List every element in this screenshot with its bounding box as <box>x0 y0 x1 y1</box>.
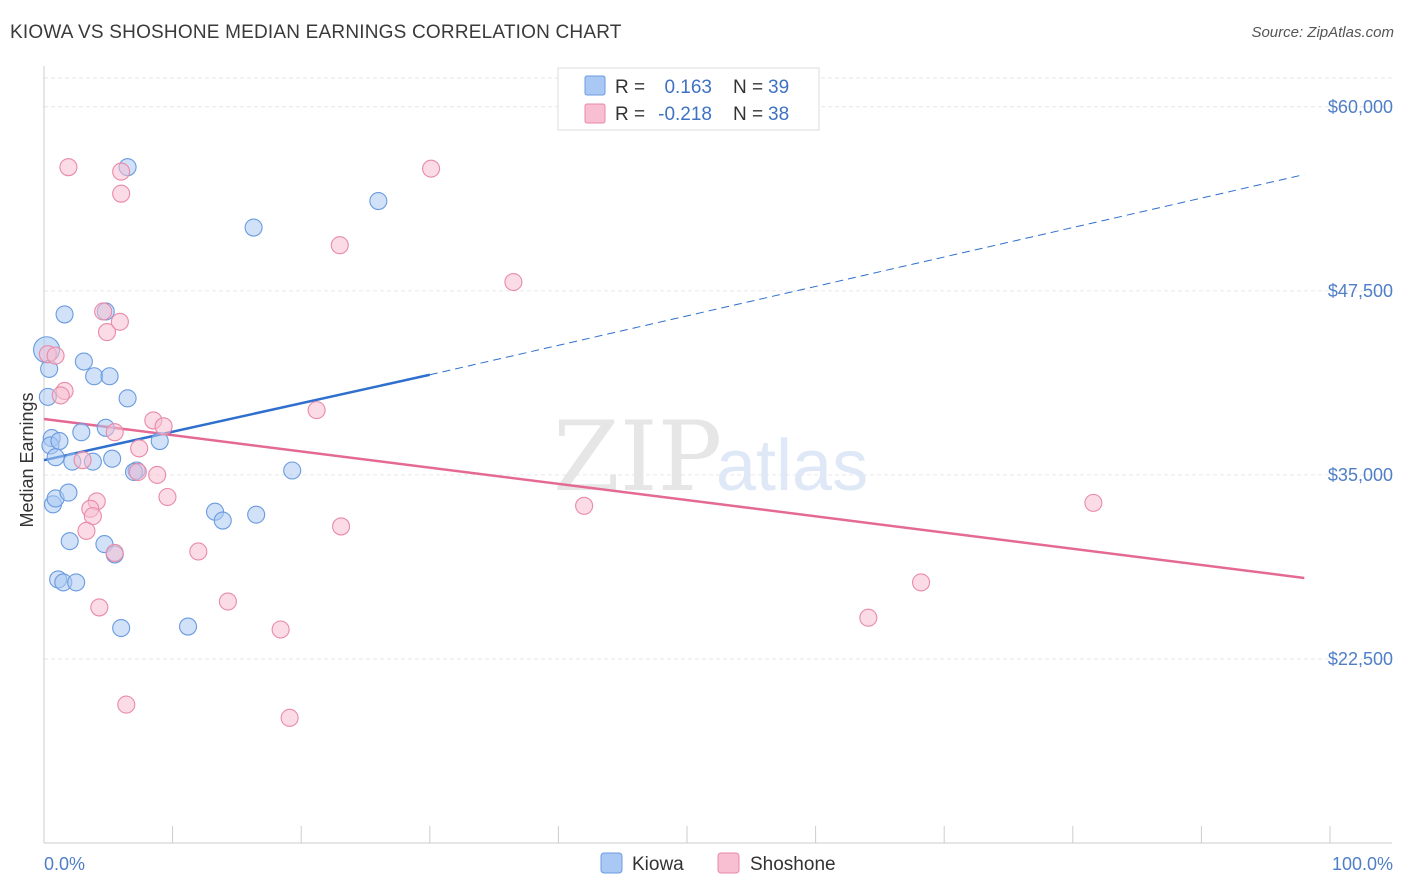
data-point-kiowa-14 <box>67 573 86 592</box>
legend-swatch-shoshone <box>584 103 606 124</box>
data-point-shoshone-12 <box>105 543 124 562</box>
data-point-kiowa-6 <box>46 448 65 467</box>
data-point-shoshone-16 <box>105 423 124 442</box>
data-point-shoshone-6 <box>110 312 129 331</box>
legend-n-value-kiowa: 39 <box>768 77 789 98</box>
legend-n-label-shoshone: N = <box>733 104 763 125</box>
data-point-shoshone-35 <box>1084 493 1103 512</box>
y-tick-label-0: $22,500 <box>1328 649 1393 669</box>
chart-title: KIOWA VS SHOSHONE MEDIAN EARNINGS CORREL… <box>10 22 622 43</box>
series-legend-swatch-kiowa <box>600 852 623 874</box>
watermark: ZIP atlas <box>553 401 868 513</box>
series-legend-label-shoshone: Shoshone <box>750 854 836 875</box>
data-point-kiowa-16 <box>74 352 93 371</box>
data-point-kiowa-20 <box>72 423 91 442</box>
axes <box>43 66 1392 844</box>
legend-r-value-kiowa: 0.163 <box>664 77 712 98</box>
data-point-shoshone-18 <box>158 487 177 507</box>
data-point-shoshone-25 <box>307 401 326 420</box>
data-point-shoshone-27 <box>59 158 78 177</box>
legend-n-label-kiowa: N = <box>733 77 763 98</box>
data-point-shoshone-15 <box>130 439 149 458</box>
data-point-kiowa-32 <box>247 505 266 524</box>
x-tick-label-1: 100.0% <box>1332 854 1393 874</box>
data-point-kiowa-23 <box>103 449 122 468</box>
data-point-kiowa-29 <box>178 617 198 636</box>
trend-line-shoshone <box>43 417 1305 580</box>
data-point-shoshone-23 <box>117 695 136 714</box>
data-point-shoshone-21 <box>271 620 290 639</box>
trend-line-kiowa <box>43 373 431 462</box>
watermark-atlas: atlas <box>716 426 868 506</box>
data-point-shoshone-10 <box>77 521 96 540</box>
chart-source: Source: ZipAtlas.com <box>1251 24 1394 41</box>
data-point-kiowa-31 <box>213 511 232 530</box>
trend-line-kiowa-extension <box>429 174 1305 376</box>
series-legend-swatch-shoshone <box>717 852 740 874</box>
data-point-kiowa-35 <box>244 218 263 237</box>
legend-n-value-shoshone: 38 <box>768 104 789 125</box>
data-point-kiowa-36 <box>369 191 388 211</box>
data-point-shoshone-11 <box>90 598 109 617</box>
data-point-kiowa-19 <box>118 389 137 408</box>
data-point-kiowa-17 <box>85 367 104 386</box>
x-tick-labels: 0.0% 100.0% <box>44 854 1393 874</box>
legend-r-label-shoshone: R = <box>615 104 645 125</box>
series-legend: Kiowa Shoshone <box>600 852 836 875</box>
y-tick-label-1: $35,000 <box>1328 465 1393 485</box>
data-point-kiowa-15 <box>55 305 74 324</box>
data-point-shoshone-24 <box>332 517 351 536</box>
data-point-shoshone-34 <box>912 573 931 592</box>
data-points <box>33 158 1103 727</box>
legend-swatch-kiowa <box>584 75 606 96</box>
data-point-shoshone-31 <box>504 272 523 292</box>
data-point-shoshone-1 <box>46 346 65 365</box>
data-point-kiowa-11 <box>60 532 79 551</box>
y-tick-label-2: $47,500 <box>1328 281 1393 301</box>
data-point-kiowa-28 <box>112 618 131 638</box>
data-point-kiowa-10 <box>59 483 78 502</box>
x-tick-label-0: 0.0% <box>44 854 85 874</box>
data-point-shoshone-30 <box>422 159 441 178</box>
trend-lines <box>43 174 1305 580</box>
data-point-shoshone-36 <box>73 451 92 470</box>
data-point-shoshone-26 <box>330 236 349 255</box>
data-point-shoshone-29 <box>112 162 131 181</box>
data-point-shoshone-17 <box>148 465 167 484</box>
data-point-shoshone-32 <box>575 496 594 515</box>
y-tick-labels: $22,500 $35,000 $47,500 $60,000 <box>1328 97 1393 669</box>
data-point-shoshone-28 <box>112 184 131 203</box>
legend-r-label-kiowa: R = <box>615 77 645 98</box>
data-point-kiowa-33 <box>283 461 302 480</box>
y-tick-label-3: $60,000 <box>1328 97 1393 117</box>
stats-legend: R = 0.163 N = 39 R = -0.218 N = 38 <box>557 67 820 131</box>
data-point-shoshone-37 <box>128 462 147 482</box>
data-point-shoshone-3 <box>51 386 70 405</box>
grid-lines <box>44 77 1392 660</box>
data-point-shoshone-5 <box>97 323 117 342</box>
data-point-shoshone-22 <box>280 708 299 727</box>
y-axis-label: Median Earnings <box>17 392 37 527</box>
legend-r-value-shoshone: -0.218 <box>658 104 712 125</box>
data-point-shoshone-20 <box>218 592 237 611</box>
data-point-shoshone-19 <box>189 542 208 561</box>
series-legend-label-kiowa: Kiowa <box>632 854 684 875</box>
data-point-kiowa-5 <box>50 431 69 451</box>
data-point-shoshone-4 <box>94 302 113 321</box>
data-point-shoshone-14 <box>154 417 173 436</box>
watermark-zip: ZIP <box>553 401 722 513</box>
data-point-kiowa-18 <box>100 367 119 386</box>
data-point-shoshone-33 <box>859 608 878 627</box>
